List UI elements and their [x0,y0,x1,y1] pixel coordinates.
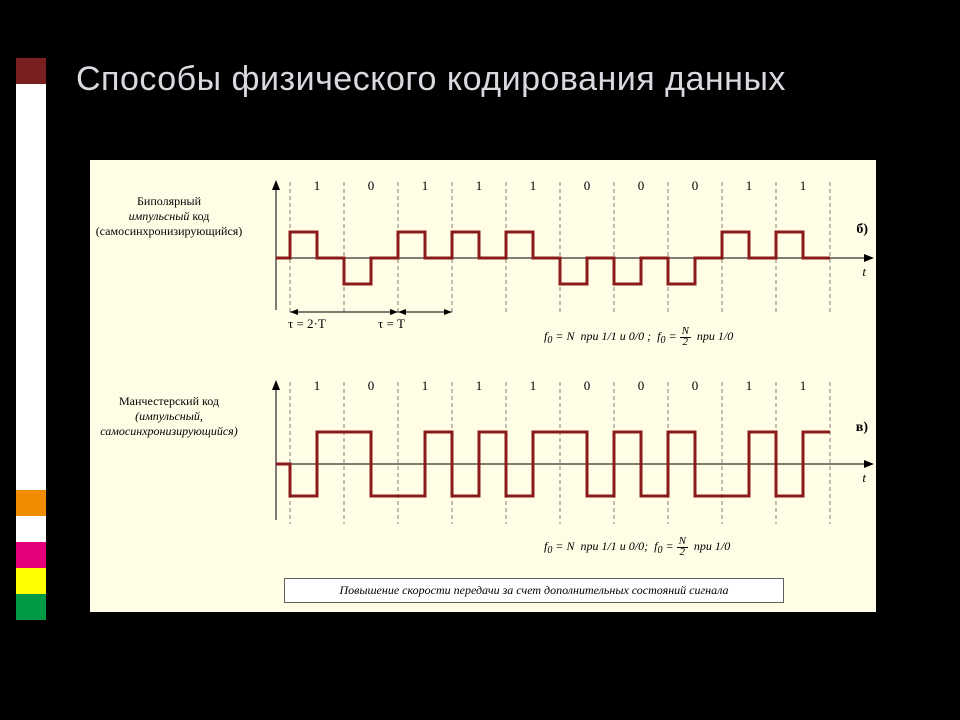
chart-b-sub2: самосинхронизирующийся) [100,424,238,438]
panel-caption: Повышение скорости передачи за счет допо… [284,578,784,603]
bit-label: 1 [415,378,435,394]
bit-label: 0 [577,178,597,194]
bit-label: 1 [793,178,813,194]
bit-label: 1 [469,178,489,194]
diagram-panel: Биполярный импульсный код (самосинхрониз… [90,160,876,612]
bit-label: 0 [577,378,597,394]
slide-title: Способы физического кодирования данных [76,60,786,99]
bit-label: 1 [469,378,489,394]
bit-label: 1 [739,378,759,394]
accent-segment [16,568,46,594]
chart-a: б) t 1 0 1 1 1 0 0 0 1 1 [248,178,876,318]
chart-a-title: Биполярный [137,194,201,208]
bit-label: 1 [415,178,435,194]
chart-b-desc: Манчестерский код (импульсный, самосинхр… [94,394,244,439]
bit-label: 0 [361,378,381,394]
chart-b: в) t 1 0 1 1 1 0 0 0 1 1 [248,378,876,528]
bit-label: 1 [307,378,327,394]
bit-label: 0 [631,378,651,394]
accent-segment [16,620,46,720]
bit-label: 0 [361,178,381,194]
formula-a: f0 = N при 1/1 и 0/0 ; f0 = N2 при 1/0 [544,326,733,348]
bit-label: 1 [307,178,327,194]
chart-b-fig-label: в) [856,420,868,436]
bit-label: 0 [685,378,705,394]
chart-a-sub2: (самосинхронизирующийся) [96,224,243,238]
chart-a-axis-t: t [862,264,866,280]
formula-b: f0 = N при 1/1 и 0/0; f0 = N2 при 1/0 [544,536,730,558]
bit-label: 1 [523,378,543,394]
chart-a-fig-label: б) [856,222,868,238]
accent-stripe [16,0,46,720]
accent-segment [16,516,46,542]
tau-2: τ = T [378,316,405,332]
accent-segment [16,84,46,490]
bit-label: 1 [739,178,759,194]
bit-label: 0 [631,178,651,194]
accent-segment [16,490,46,516]
bit-label: 1 [523,178,543,194]
chart-b-axis-t: t [862,470,866,486]
chart-a-desc: Биполярный импульсный код (самосинхрониз… [94,194,244,239]
chart-a-sub1: импульсный код [129,209,210,223]
accent-segment [16,0,46,58]
tau-1: τ = 2·T [288,316,326,332]
bit-label: 0 [685,178,705,194]
chart-b-sub1: (импульсный, [135,409,203,423]
accent-segment [16,58,46,84]
chart-a-svg [248,178,876,318]
accent-segment [16,542,46,568]
accent-segment [16,594,46,620]
chart-b-title: Манчестерский код [119,394,219,408]
chart-b-svg [248,378,876,528]
bit-label: 1 [793,378,813,394]
